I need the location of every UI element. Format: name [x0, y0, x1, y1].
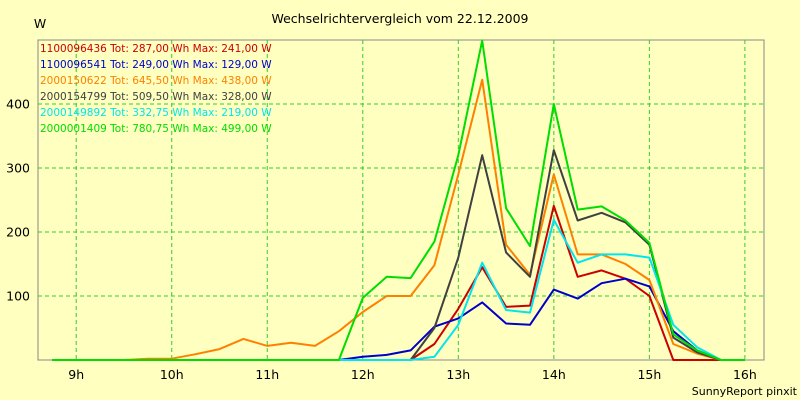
x-tick-label: 13h	[446, 367, 470, 382]
legend: 1100096436 Tot: 287,00 Wh Max: 241,00 W 1…	[40, 43, 272, 135]
series-lines	[52, 39, 745, 361]
x-tick-label: 14h	[542, 367, 566, 382]
y-tick-label: 200	[6, 225, 30, 240]
y-tick-label: 400	[6, 97, 30, 112]
grid	[38, 40, 764, 360]
x-tick-label: 10h	[160, 367, 184, 382]
x-tick-label: 15h	[637, 367, 661, 382]
series-line-2000001409	[52, 39, 745, 361]
x-tick-label: 9h	[68, 367, 84, 382]
y-tick-label: 100	[6, 289, 30, 304]
footer-credit: SunnyReport pinxit	[692, 385, 798, 398]
legend-entry-1100096541: 1100096541 Tot: 249,00 Wh Max: 129,00 W	[40, 59, 272, 71]
y-tick-label: 300	[6, 161, 30, 176]
legend-entry-2000150622: 2000150622 Tot: 645,50 Wh Max: 438,00 W	[40, 75, 272, 87]
x-tick-label: 12h	[351, 367, 375, 382]
legend-entry-2000154799: 2000154799 Tot: 509,50 Wh Max: 328,00 W	[40, 91, 272, 103]
legend-entry-2000001409: 2000001409 Tot: 780,75 Wh Max: 499,00 W	[40, 123, 272, 135]
chart-title: Wechselrichtervergleich vom 22.12.2009	[271, 11, 528, 26]
legend-entry-1100096436: 1100096436 Tot: 287,00 Wh Max: 241,00 W	[40, 43, 272, 55]
legend-entry-2000149892: 2000149892 Tot: 332,75 Wh Max: 219,00 W	[40, 107, 272, 119]
y-axis-label: W	[34, 16, 46, 31]
x-tick-label: 11h	[255, 367, 279, 382]
x-tick-label: 16h	[733, 367, 757, 382]
y-axis-ticks: 100 200 300 400	[6, 97, 30, 304]
x-axis-ticks: 9h 10h 11h 12h 13h 14h 15h 16h	[68, 367, 757, 382]
series-line-2000150622	[52, 78, 745, 361]
